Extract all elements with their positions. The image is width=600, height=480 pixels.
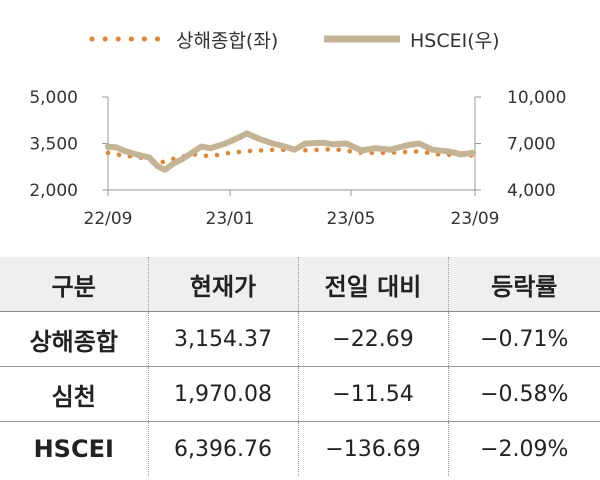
table-row: 심천 1,970.08 −11.54 −0.58% xyxy=(0,366,600,422)
row-change: −22.69 xyxy=(297,311,448,367)
row-current-price: 6,396.76 xyxy=(147,421,298,476)
table-row: 상해종합 3,154.37 −22.69 −0.71% xyxy=(0,311,600,367)
legend-label-shanghai: 상해종합(좌) xyxy=(176,29,279,52)
legend-label-hscei: HSCEI(우) xyxy=(410,29,500,52)
series-line-shanghai xyxy=(105,146,476,165)
right-y-tick-label: 7,000 xyxy=(507,135,556,155)
x-tick-label: 23/01 xyxy=(206,209,255,229)
row-change-rate: −0.71% xyxy=(447,311,600,367)
row-change-rate: −2.09% xyxy=(447,421,600,476)
header-category: 구분 xyxy=(0,257,148,312)
chart-legend: 상해종합(좌) HSCEI(우) xyxy=(0,24,600,54)
chart-area: 상해종합(좌) HSCEI(우) 5,000 3,500 2,000 10,000 7,… xyxy=(0,24,600,230)
row-change: −136.69 xyxy=(297,421,448,476)
left-y-tick-label: 5,000 xyxy=(29,88,78,108)
index-summary-table: 구분 현재가 전일 대비 등락률 상해종합 3,154.37 −22.69 −0… xyxy=(0,257,600,476)
right-y-tick-label: 10,000 xyxy=(507,88,566,108)
right-y-tick-label: 4,000 xyxy=(507,181,556,201)
row-index-name: HSCEI xyxy=(33,435,114,463)
row-current-price: 3,154.37 xyxy=(147,311,298,367)
x-tick-label: 22/09 xyxy=(84,209,133,229)
legend-item-hscei: HSCEI(우) xyxy=(322,24,500,54)
x-tick-label: 23/05 xyxy=(327,209,376,229)
table-row: HSCEI 6,396.76 −136.69 −2.09% xyxy=(0,421,600,476)
left-y-tick-label: 3,500 xyxy=(29,135,78,155)
row-index-name: 상해종합 xyxy=(0,311,148,367)
legend-swatch-solid xyxy=(324,35,400,43)
line-chart: 5,000 3,500 2,000 10,000 7,000 4,000 22/09 23/0… xyxy=(29,88,566,229)
row-index-name: 심천 xyxy=(0,366,148,422)
x-tick-label: 23/09 xyxy=(451,209,500,229)
series-line-hscei xyxy=(105,130,477,173)
header-current-price: 현재가 xyxy=(147,257,298,312)
legend-swatch-dotted xyxy=(89,36,167,42)
row-change-rate: −0.58% xyxy=(447,366,600,422)
left-y-tick-label: 2,000 xyxy=(29,181,78,201)
legend-item-shanghai: 상해종합(좌) xyxy=(88,24,278,54)
header-change-rate: 등락률 xyxy=(447,257,600,312)
row-current-price: 1,970.08 xyxy=(147,366,298,422)
table-header-row: 구분 현재가 전일 대비 등락률 xyxy=(0,257,600,312)
row-change: −11.54 xyxy=(297,366,448,422)
header-change: 전일 대비 xyxy=(297,257,448,312)
